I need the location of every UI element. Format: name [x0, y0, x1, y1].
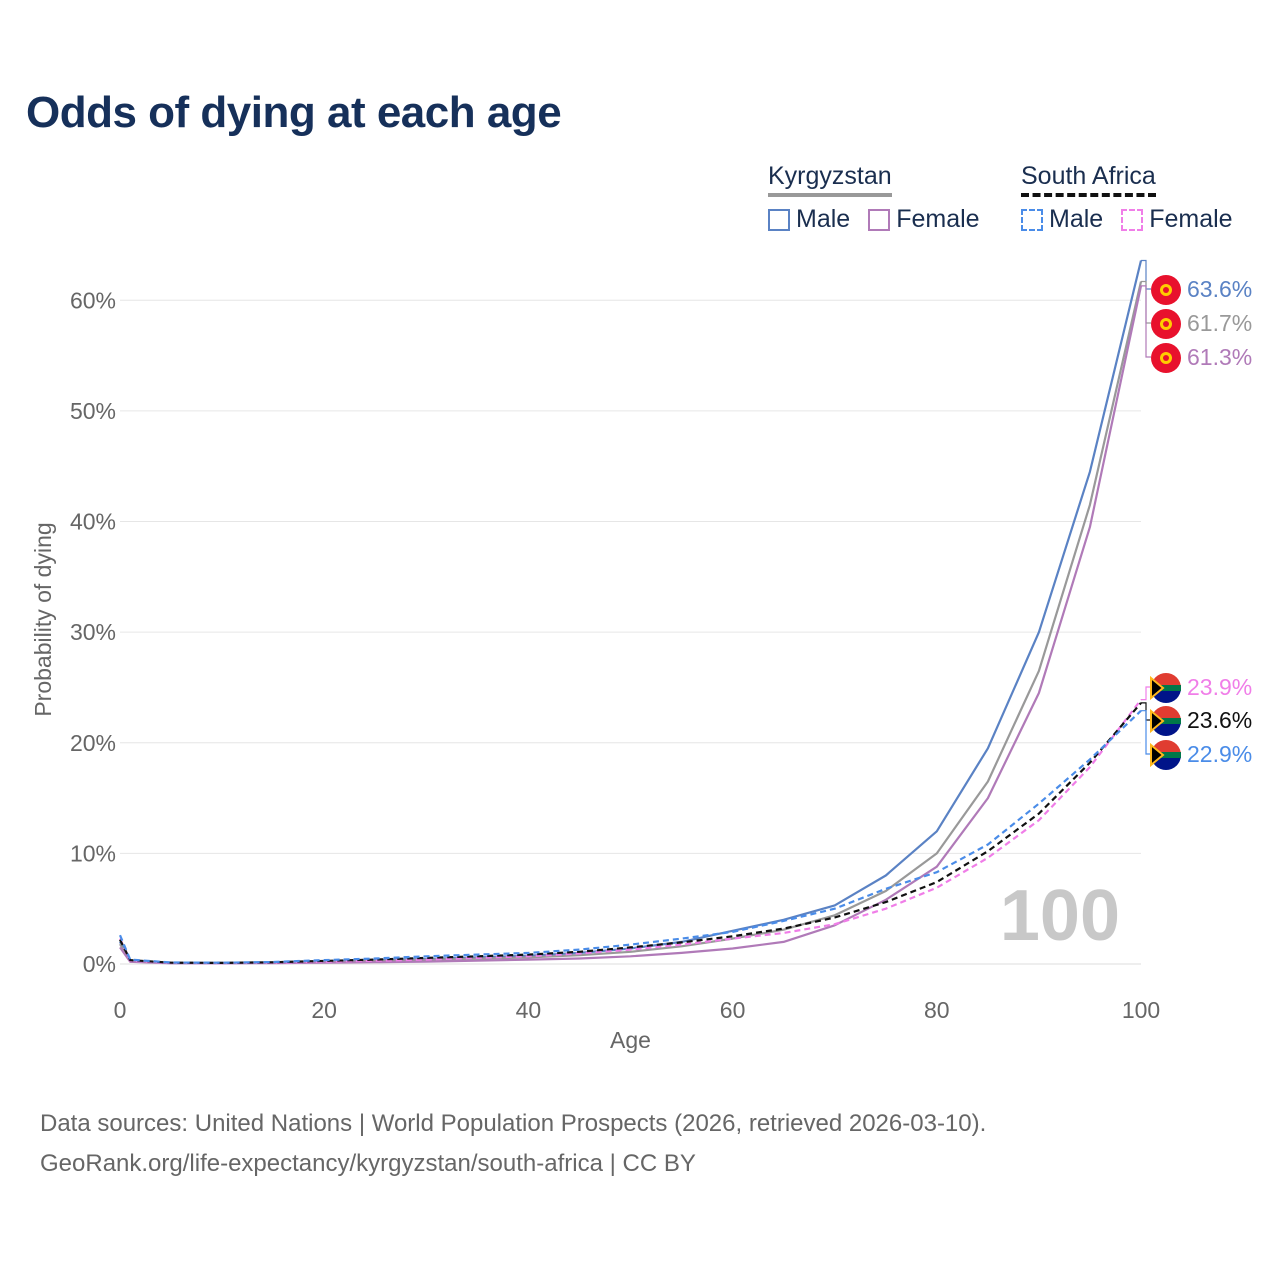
series-line-za-female — [119, 698, 1142, 965]
x-tick-label: 80 — [924, 997, 950, 1023]
footer: Data sources: United Nations | World Pop… — [40, 1104, 986, 1184]
y-tick-label: 50% — [70, 398, 116, 424]
end-value-label: 61.3% — [1187, 344, 1252, 370]
series-line-za-male — [118, 709, 1142, 964]
age-watermark: 100 — [1000, 876, 1120, 956]
legend-kyrgyzstan-male-label: Male — [796, 205, 851, 233]
legend-kyrgyzstan-female-swatch — [868, 208, 891, 231]
x-tick-label: 20 — [311, 997, 337, 1023]
legend-kyrgyzstan-female-label: Female — [896, 205, 980, 233]
flag-green-band — [1151, 718, 1181, 724]
chart-title: Odds of dying at each age — [26, 88, 562, 137]
source-url-text: GeoRank.org/life-expectancy/kyrgyzstan/s… — [40, 1150, 696, 1177]
series-line-za-total — [119, 702, 1142, 965]
end-value-label: 23.9% — [1187, 674, 1252, 700]
end-value-label: 23.6% — [1187, 707, 1252, 733]
legend-kyrgyzstan: Kyrgyzstan Male Female — [768, 162, 998, 234]
end-label-connector — [1141, 285, 1151, 358]
legend-south-africa-title: South Africa — [1021, 162, 1156, 197]
flag-green-band — [1151, 752, 1181, 758]
legend-south-africa: South Africa Male Female — [1021, 162, 1251, 234]
flag-sun-center-icon — [1163, 355, 1169, 361]
end-label-connector — [1141, 710, 1151, 755]
x-tick-label: 40 — [516, 997, 542, 1023]
y-tick-label: 60% — [70, 287, 116, 313]
flag-green-band — [1151, 685, 1181, 691]
series-line-kg-female — [119, 285, 1143, 965]
x-tick-label: 60 — [720, 997, 746, 1023]
legend-kyrgyzstan-male[interactable]: Male — [768, 205, 850, 234]
flag-triangle — [1150, 675, 1165, 701]
y-tick-label: 30% — [70, 619, 116, 645]
y-tick-label: 0% — [83, 951, 116, 977]
end-value-label: 22.9% — [1187, 741, 1252, 767]
series-line-kg-male — [119, 260, 1143, 965]
end-value-label: 61.7% — [1187, 310, 1252, 336]
end-value-label: 63.6% — [1187, 276, 1252, 302]
y-tick-label: 10% — [70, 840, 116, 866]
legend-south-africa-female-label: Female — [1149, 205, 1233, 233]
flag-triangle — [1150, 708, 1165, 734]
legend-kyrgyzstan-title: Kyrgyzstan — [768, 162, 892, 197]
flag-sun-center-icon — [1163, 287, 1169, 293]
legend-south-africa-female[interactable]: Female — [1121, 205, 1233, 234]
legend-south-africa-male-label: Male — [1049, 205, 1104, 233]
y-axis-title: Probability of dying — [30, 522, 56, 716]
legend-south-africa-male[interactable]: Male — [1021, 205, 1103, 234]
data-source-text: Data sources: United Nations | World Pop… — [40, 1110, 987, 1137]
legend-kyrgyzstan-male-swatch — [768, 208, 790, 231]
legend-south-africa-female-swatch — [1121, 208, 1144, 231]
y-tick-label: 20% — [70, 730, 116, 756]
mortality-chart: 0% 10% 20% 30% 40% 50% 60% 0 20 40 60 80 100 Age Proba… — [30, 259, 1252, 1053]
y-tick-label: 40% — [70, 509, 116, 535]
end-label-connector — [1141, 686, 1151, 701]
flag-triangle — [1150, 742, 1165, 768]
legend-south-africa-male-swatch — [1021, 208, 1043, 231]
flag-sun-center-icon — [1163, 321, 1169, 327]
end-label-connector — [1141, 259, 1151, 290]
x-axis-title: Age — [610, 1027, 651, 1053]
legend-kyrgyzstan-female[interactable]: Female — [868, 205, 980, 234]
series-line-kg-total — [119, 281, 1143, 965]
x-tick-label: 0 — [114, 997, 127, 1023]
x-tick-label: 100 — [1122, 997, 1160, 1023]
